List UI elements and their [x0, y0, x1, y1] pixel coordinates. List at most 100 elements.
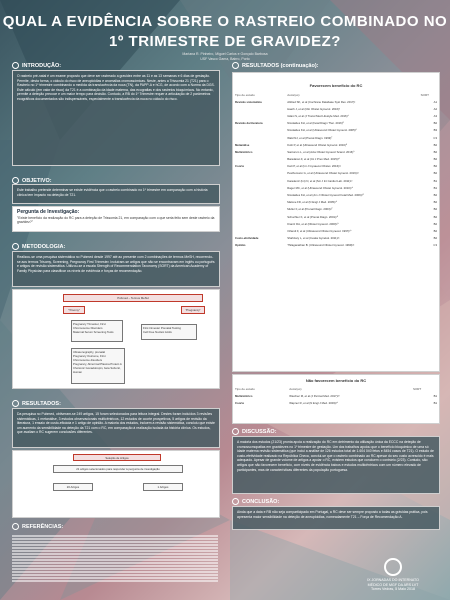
row-sort: B2 [433, 236, 437, 241]
authors-line-1: Mariana R. Pinheiro, Miguel Carlos e Gon… [182, 52, 268, 56]
discussao-heading: DISCUSSÃO: [232, 428, 277, 435]
row-sort: C3 [433, 243, 437, 248]
circle-icon [232, 62, 239, 69]
table-row: Baradaran F, et al (Int J Prev Med. 2015… [233, 156, 439, 163]
circle-icon [232, 428, 239, 435]
col-sort: SORT [420, 93, 429, 97]
row-author: Nicolaides KH, et al (Fetal Diagn Ther. … [287, 121, 344, 126]
table-row: Coorte Kazi P, et al (Int J Gynaecol Obst… [233, 163, 439, 170]
table-row: Muller F, et al (Prenat Diagn. 2003)¹⁷ B2 [233, 206, 439, 213]
flow-right-items: First trimester Prenatal Testing Cell Fr… [141, 324, 197, 340]
favorece-table: Tipo de estudo Autor(es) SORT Revisão si… [233, 92, 439, 249]
row-author: Muller F, et al (Prenat Diagn. 2003)¹⁷ [287, 207, 333, 212]
authors-line-2: USF Vasco Gama, Bairro, Porto [200, 57, 250, 61]
col-tipo-2: Tipo de estudo [235, 387, 255, 391]
objetivo-heading-label: OBJETIVO: [22, 177, 52, 184]
row-author: Gilani S, et al (J Transl Med Lifestyle … [287, 113, 349, 118]
row-sort: B1 [433, 178, 437, 183]
favorece-title: Favorecem benefício do RC [309, 83, 363, 88]
row-sort: B2 [433, 193, 437, 198]
resultados-heading-label: RESULTADOS: [22, 400, 61, 407]
row-group [233, 105, 285, 112]
intro-box: O rastreio pré-natal é um exame proposto… [12, 70, 220, 166]
discussao-heading-label: DISCUSSÃO: [242, 428, 277, 435]
row-sort: B2 [433, 207, 437, 212]
res-flow-box1: 21 artigos selecionados para responder à… [53, 465, 183, 473]
col-sort-2: SORT [412, 387, 422, 391]
table-row: Gilani S, et al (J Transl Med Lifestyle … [233, 112, 439, 119]
row-group [233, 191, 285, 198]
row-sort: B1 [433, 393, 437, 398]
row-author: Haeth J, et al (Clin Obstet Gynecol. 201… [287, 106, 340, 111]
row-group [233, 220, 285, 227]
row-group [233, 112, 285, 119]
table-row: Haeth J, et al (Clin Obstet Gynecol. 201… [233, 105, 439, 112]
row-group [233, 170, 285, 177]
table-row: Multicêntrico Wiechec M, et al (J Perinat… [233, 392, 439, 399]
col-autores-2: Autor(es) [289, 387, 302, 391]
row-sort: B2 [433, 164, 437, 169]
circle-icon [12, 400, 19, 407]
table-row: Nicolaides KH, et al (Ultrasound Obstet … [233, 127, 439, 134]
discussao-text: A maioria dos estudos (21/23) pronta apo… [237, 440, 434, 472]
table-row: Custo-efetividade Shahriary L, et al (Ces… [233, 235, 439, 242]
row-group: Coorte [235, 164, 245, 169]
row-author: Nicolaides KH, et al (Am J Obstet Gyneco… [287, 193, 364, 198]
metodologia-box: Realizou-se uma pesquisa sistemática no … [12, 251, 220, 287]
row-sort: B2 [433, 200, 437, 205]
col-autores: Autor(es) [287, 93, 300, 97]
table-row: Karadeniz (Int) N, et al (Sci J Int Card… [233, 177, 439, 184]
event-logo: IX JORNADAS DO INTERNATO MÉDICO DE MGF D… [348, 558, 438, 592]
row-author: Malone FD, et al (N Engl J Med. 2005)¹⁶ [287, 200, 338, 205]
logo-line-2: MÉDICO DE MGF DA ARS LVT [367, 582, 419, 587]
table-row: Revisão da literatura Nicolaides KH, et a… [233, 120, 439, 127]
table-row: Krantz DA, et al (Obstet Gynecol. 2000)¹… [233, 220, 439, 227]
row-author: Santorum L, et al (Acta Obstet Gynecol S… [287, 149, 355, 154]
row-group: Revisão da literatura [235, 121, 263, 126]
row-group: Coorte [235, 400, 245, 405]
authors: Mariana R. Pinheiro, Miguel Carlos e Gon… [0, 52, 450, 62]
table-row: Malone FD, et al (N Engl J Med. 2005)¹⁶ B… [233, 199, 439, 206]
row-group [233, 227, 285, 234]
row-author: Orlandi F, et al (Ultrasound Obstet Gyne… [287, 228, 352, 233]
flow-root: Pubmed – Termos MeSH [63, 294, 203, 302]
row-sort: B2 [433, 221, 437, 226]
resultados-text: Da pesquisa no Pubmed, obtiveram-se 249 … [17, 412, 215, 435]
row-author: Alldred SK, et al (Cochrane Database Sys… [287, 99, 356, 104]
row-group: Custo-efetividade [235, 236, 259, 241]
row-author: Karadeniz (Int) N, et al (Sci J Int Card… [287, 178, 353, 183]
row-group: Revisão sistemática [235, 99, 262, 104]
row-group: Multicêntrico [235, 149, 253, 154]
flow-mid-items: Ultrasonography, prenatal Pregnancy Outc… [71, 348, 125, 384]
row-sort: B2 [433, 142, 437, 147]
row-sort: B2 [433, 121, 437, 126]
row-author: Pesthumann G, et al (Ultrasound Obstet G… [287, 171, 359, 176]
nao-favorece-title: Não favorecem benefício do RC [305, 378, 367, 383]
table-row: Multicêntrico Santorum L, et al (Acta Obs… [233, 148, 439, 155]
table-row: Nicolaides KH, et al (Am J Obstet Gyneco… [233, 191, 439, 198]
table-row: Metanálise Kotti P, et al (Ultrasound Obs… [233, 141, 439, 148]
metodologia-text: Realizou-se uma pesquisa sistemática no … [17, 255, 215, 273]
poster-title: QUAL A EVIDÊNCIA SOBRE O RASTREIO COMBIN… [2, 13, 448, 50]
row-author: Thilaganathan B. (Ultrasound Obstet Gyne… [287, 243, 355, 248]
references-block [12, 534, 218, 594]
col-tipo: Tipo de estudo [235, 93, 255, 97]
table-row: Orlandi F, et al (Ultrasound Obstet Gyne… [233, 227, 439, 234]
nao-favorece-table-box: Não favorecem benefício do RC Tipo de es… [232, 374, 440, 424]
row-author: Kotti P, et al (Ultrasound Obstet Gyneco… [287, 142, 348, 147]
circle-icon [232, 498, 239, 505]
row-author: Rager MC, et al (Ultrasound Obstet Gynec… [287, 185, 353, 190]
row-group [233, 134, 285, 141]
row-group: Multicêntrico [235, 393, 253, 398]
row-sort: B2 [433, 171, 437, 176]
nao-favorece-table: Tipo de estudo Autor(es) SORT Multicêntr… [233, 386, 439, 406]
row-sort: C3 [433, 135, 437, 140]
table-row: Coorte Wapner R, et al (N Engl J Med. 200… [233, 399, 439, 406]
row-sort: A2 [433, 106, 437, 111]
conclusao-box: Ainda que a data e RB não seja compartic… [232, 506, 440, 530]
row-author: Kazi P, et al (Int J Gynaecol Obstet. 20… [287, 164, 341, 169]
referencias-heading: REFERÊNCIAS: [12, 523, 63, 530]
metodologia-heading-label: METODOLOGIA: [22, 243, 66, 250]
intro-text: O rastreio pré-natal é um exame proposto… [17, 74, 215, 101]
conclusao-text: Ainda que a data e RB não seja compartic… [237, 510, 428, 519]
